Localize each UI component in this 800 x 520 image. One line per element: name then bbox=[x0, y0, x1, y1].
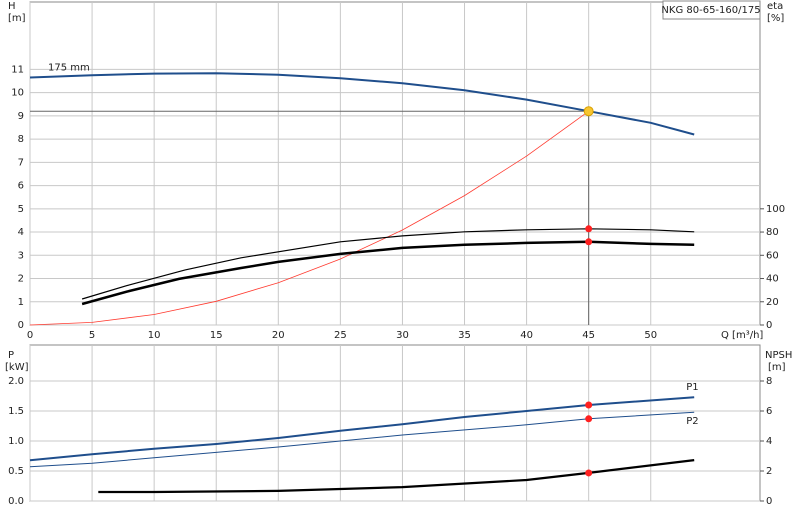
x-tick-label: 15 bbox=[210, 330, 223, 341]
y2-tick-label: 2 bbox=[766, 466, 772, 477]
y-tick-label: 3 bbox=[18, 250, 24, 261]
chart-title: NKG 80-65-160/175 bbox=[661, 5, 760, 16]
y2-unit: [%] bbox=[767, 13, 784, 24]
y-tick-label: 9 bbox=[18, 111, 24, 122]
y-tick-label: 11 bbox=[11, 64, 24, 75]
x-tick-label: 45 bbox=[582, 330, 595, 341]
y2-tick-label: 60 bbox=[766, 250, 779, 261]
x-tick-label: 50 bbox=[644, 330, 657, 341]
x-tick-label: 5 bbox=[89, 330, 95, 341]
x-tick-label: 40 bbox=[520, 330, 533, 341]
y-unit: [kW] bbox=[5, 362, 29, 373]
curve bbox=[29, 396, 695, 462]
y2-label: NPSH bbox=[765, 350, 792, 361]
point bbox=[585, 225, 593, 233]
x-label: Q [m³/h] bbox=[721, 330, 763, 341]
y-tick-label: 6 bbox=[18, 181, 24, 192]
y2-tick-label: 4 bbox=[766, 436, 772, 447]
plot-area bbox=[29, 344, 761, 502]
point bbox=[583, 106, 594, 117]
curve bbox=[29, 110, 589, 326]
y-label: P bbox=[8, 350, 14, 361]
y-tick-label: 2 bbox=[18, 274, 24, 285]
y-tick-label: 7 bbox=[18, 157, 24, 168]
y2-tick-label: 0 bbox=[766, 496, 772, 507]
y-label: H bbox=[8, 1, 16, 12]
title-box bbox=[662, 0, 761, 20]
x-tick-label: 25 bbox=[334, 330, 347, 341]
y2-tick-label: 80 bbox=[766, 227, 779, 238]
point bbox=[585, 238, 593, 246]
y-tick-label: 10 bbox=[11, 88, 24, 99]
y-tick-label: 8 bbox=[18, 134, 24, 145]
y2-tick-label: 100 bbox=[766, 204, 785, 215]
y-unit: [m] bbox=[8, 13, 26, 24]
y-tick-label: 1.5 bbox=[8, 406, 24, 417]
y2-tick-label: 6 bbox=[766, 406, 772, 417]
y-tick-label: 0.0 bbox=[8, 496, 24, 507]
y-tick-label: 0 bbox=[18, 320, 24, 331]
y-tick-label: 4 bbox=[18, 227, 24, 238]
y2-tick-label: 40 bbox=[766, 274, 779, 285]
point bbox=[585, 401, 593, 409]
y-tick-label: 2.0 bbox=[8, 376, 24, 387]
y2-tick-label: 8 bbox=[766, 376, 772, 387]
x-tick-label: 10 bbox=[148, 330, 161, 341]
y2-label: eta bbox=[767, 1, 783, 12]
y-tick-label: 1 bbox=[18, 297, 24, 308]
y-tick-label: 1.0 bbox=[8, 436, 24, 447]
y2-tick-label: 0 bbox=[766, 320, 772, 331]
curve bbox=[81, 228, 695, 300]
curve-label: 175 mm bbox=[48, 63, 90, 74]
curve-label: P1 bbox=[686, 382, 698, 393]
curve bbox=[81, 240, 695, 306]
point bbox=[585, 469, 593, 477]
curve bbox=[29, 411, 695, 468]
x-tick-label: 20 bbox=[272, 330, 285, 341]
y2-unit: [m] bbox=[768, 362, 786, 373]
plot-area bbox=[29, 1, 761, 326]
point bbox=[585, 415, 593, 423]
y2-tick-label: 20 bbox=[766, 297, 779, 308]
x-tick-label: 30 bbox=[396, 330, 409, 341]
curve-label: P2 bbox=[686, 416, 698, 427]
x-tick-label: 0 bbox=[27, 330, 33, 341]
curve bbox=[29, 72, 695, 136]
y-tick-label: 5 bbox=[18, 204, 24, 215]
y-tick-label: 0.5 bbox=[8, 466, 24, 477]
x-tick-label: 35 bbox=[458, 330, 471, 341]
